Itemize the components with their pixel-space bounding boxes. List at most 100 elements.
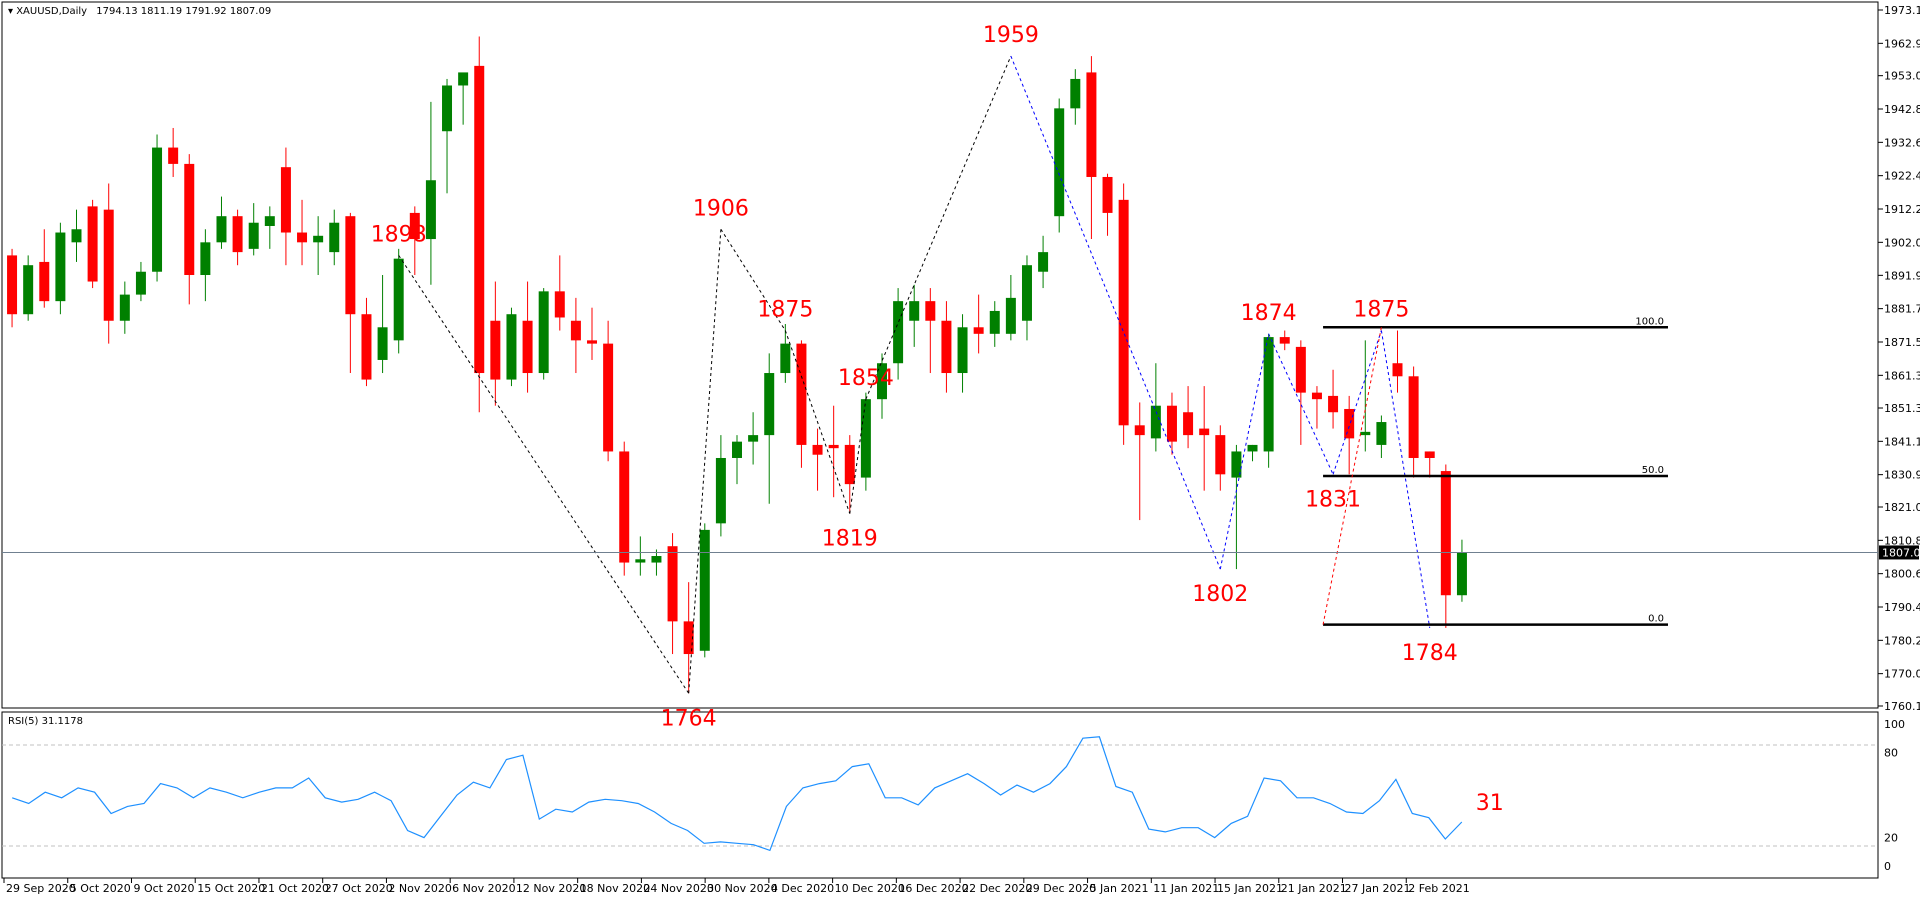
date-tick-label: 6 Nov 2020 bbox=[452, 882, 515, 895]
candle-body bbox=[7, 255, 18, 315]
candle-body bbox=[103, 209, 114, 321]
zigzag-segment bbox=[1332, 330, 1382, 475]
price-tick-label: 1861.30 bbox=[1884, 369, 1920, 382]
candle-body bbox=[458, 72, 469, 86]
candle-body bbox=[1279, 337, 1290, 344]
zigzag-segment bbox=[1380, 330, 1431, 628]
candle-body bbox=[732, 441, 742, 458]
candle-body bbox=[1118, 199, 1129, 426]
price-tick-label: 1841.10 bbox=[1884, 435, 1920, 448]
candle-body bbox=[135, 271, 146, 295]
pivot-label: 1802 bbox=[1192, 582, 1248, 607]
price-tick-label: 1962.90 bbox=[1884, 37, 1920, 50]
candle-body bbox=[490, 320, 501, 380]
candle-body bbox=[1440, 471, 1451, 596]
pivot-label: 1819 bbox=[822, 527, 878, 552]
candle-body bbox=[699, 529, 710, 651]
candle-body bbox=[925, 301, 936, 321]
candle-body bbox=[393, 258, 404, 341]
zigzag-segment bbox=[849, 399, 867, 514]
candle-body bbox=[23, 265, 34, 315]
chart-symbol-label: ▾ XAUUSD,Daily 1794.13 1811.19 1791.92 1… bbox=[8, 6, 271, 17]
current-price-badge bbox=[1879, 545, 1919, 560]
candle-body bbox=[603, 343, 614, 452]
candle-body bbox=[635, 559, 646, 563]
zigzag-segment bbox=[865, 55, 1012, 400]
price-tick-label: 1821.00 bbox=[1884, 501, 1920, 514]
price-tick-label: 1800.60 bbox=[1884, 568, 1920, 581]
candle-body bbox=[780, 343, 791, 374]
candle-body bbox=[1199, 428, 1210, 436]
candle-body bbox=[248, 222, 259, 249]
date-tick-label: 21 Oct 2020 bbox=[261, 882, 329, 895]
zigzag-segment bbox=[1219, 333, 1270, 570]
candle-body bbox=[844, 444, 855, 485]
date-tick-label: 10 Dec 2020 bbox=[835, 882, 905, 895]
zigzag-segment bbox=[1010, 55, 1221, 570]
candle-body bbox=[377, 327, 388, 360]
zigzag-group bbox=[398, 55, 1431, 694]
price-tick-label: 1881.70 bbox=[1884, 303, 1920, 316]
candle-body bbox=[1166, 405, 1177, 442]
candle-body bbox=[1054, 108, 1065, 217]
candle-body bbox=[280, 167, 291, 233]
candle-body bbox=[860, 399, 871, 478]
candle-body bbox=[619, 451, 630, 563]
fib-level-label: 100.0 bbox=[1635, 316, 1664, 327]
candle-body bbox=[232, 216, 243, 253]
rsi-tick-label: 100 bbox=[1884, 718, 1905, 731]
pivot-label: 1906 bbox=[693, 196, 749, 221]
candle-body bbox=[1328, 395, 1339, 413]
pivot-label: 1875 bbox=[757, 298, 813, 323]
candle-body bbox=[1263, 337, 1274, 452]
price-tick-label: 1922.40 bbox=[1884, 170, 1920, 183]
symbol-text: XAUUSD,Daily bbox=[16, 6, 87, 17]
price-tick-label: 1891.90 bbox=[1884, 269, 1920, 282]
price-tick-label: 1830.90 bbox=[1884, 469, 1920, 482]
price-panel-frame bbox=[1, 1, 1879, 709]
candle-body bbox=[71, 229, 82, 243]
date-tick-label: 15 Oct 2020 bbox=[197, 882, 265, 895]
date-tick-label: 22 Dec 2020 bbox=[962, 882, 1032, 895]
candle-body bbox=[119, 294, 130, 321]
fib-level-label: 0.0 bbox=[1648, 614, 1664, 625]
candle-body bbox=[667, 546, 678, 622]
candle-body bbox=[828, 444, 839, 449]
candle-body bbox=[409, 212, 420, 240]
zigzag-segment bbox=[720, 228, 786, 331]
candle-body bbox=[329, 222, 340, 253]
price-tick-label: 1790.40 bbox=[1884, 601, 1920, 614]
date-tick-label: 9 Oct 2020 bbox=[133, 882, 194, 895]
date-tick-label: 12 Nov 2020 bbox=[516, 882, 586, 895]
rsi-tick-label: 0 bbox=[1884, 860, 1891, 873]
candle-body bbox=[715, 457, 726, 524]
candle-body bbox=[522, 320, 533, 374]
dropdown-triangle-icon: ▾ bbox=[8, 6, 16, 17]
pivot-label: 1831 bbox=[1305, 487, 1361, 512]
date-tick-label: 5 Oct 2020 bbox=[70, 882, 131, 895]
candle-body bbox=[1424, 451, 1435, 458]
candle-body bbox=[264, 216, 275, 226]
pivot-label: 1898 bbox=[371, 222, 427, 247]
candle-body bbox=[1102, 176, 1113, 213]
candle-body bbox=[554, 291, 565, 318]
rsi-last-value: 31 bbox=[1476, 791, 1504, 816]
candle-body bbox=[1086, 72, 1097, 177]
zigzag-segment bbox=[784, 330, 851, 514]
rsi-tick-label: 20 bbox=[1884, 832, 1898, 845]
candle-body bbox=[152, 147, 163, 272]
candle-body bbox=[748, 435, 759, 442]
candle-body bbox=[1150, 405, 1161, 439]
candle-body bbox=[1360, 431, 1371, 436]
date-tick-label: 5 Jan 2021 bbox=[1090, 882, 1149, 895]
candle-body bbox=[1456, 552, 1467, 596]
candle-body bbox=[1038, 252, 1049, 272]
candle-body bbox=[570, 320, 581, 341]
candle-body bbox=[425, 180, 436, 240]
candle-body bbox=[200, 242, 211, 276]
candle-body bbox=[361, 314, 372, 380]
pivot-label: 1959 bbox=[983, 23, 1039, 48]
candle-body bbox=[1295, 346, 1306, 393]
rsi-tick-label: 80 bbox=[1884, 746, 1898, 759]
